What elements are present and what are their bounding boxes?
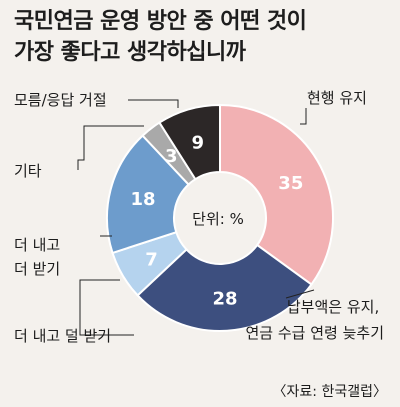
slice-label-more-less: 더 내고 덜 받기	[14, 327, 111, 345]
slice-label-more-more-line-2: 더 받기	[14, 260, 60, 278]
leader-line-more-less	[79, 279, 134, 336]
leader-line-other	[77, 125, 144, 170]
slice-label-later-age-line-1: 납부액은 유지,	[287, 298, 379, 316]
leader-line-no-answer	[128, 99, 179, 108]
donut-slice-more-more	[106, 134, 190, 255]
slice-label-other-line-1: 기타	[14, 162, 42, 180]
leader-line-later-age	[285, 289, 315, 299]
slice-labels: 현행 유지 납부액은 유지, 연금 수급 연령 늦추기 더 내고 덜 받기 더 …	[14, 89, 384, 345]
slice-label-later-age: 납부액은 유지, 연금 수급 연령 늦추기	[245, 298, 384, 342]
slice-value-more-less: 7	[145, 249, 158, 270]
slice-label-later-age-line-2: 연금 수급 연령 늦추기	[245, 324, 384, 342]
donut-slice-status-quo	[219, 103, 334, 286]
slice-label-other: 기타	[14, 162, 42, 180]
slice-label-no-answer: 모름/응답 거절	[14, 91, 107, 109]
unit-label: 단위: %	[192, 210, 244, 228]
slice-label-more-less-line-1: 더 내고 덜 받기	[14, 327, 111, 345]
slice-label-no-answer-line-1: 모름/응답 거절	[14, 91, 107, 109]
slice-value-no-answer: 9	[192, 133, 205, 154]
slice-label-status-quo: 현행 유지	[307, 89, 367, 107]
slice-label-more-more: 더 내고 더 받기	[14, 236, 65, 278]
slice-label-more-more-line-1: 더 내고	[14, 236, 60, 254]
donut-slice-no-answer	[158, 103, 221, 181]
slice-label-status-quo-line-1: 현행 유지	[307, 89, 367, 107]
leader-lines	[77, 99, 315, 336]
source-note: 〈자료: 한국갤럽〉	[273, 384, 387, 400]
slice-value-more-more: 18	[130, 189, 155, 210]
slice-value-other: 3	[165, 146, 178, 167]
slice-values: 35 28 7 18 39	[130, 133, 303, 310]
title-line-2: 가장 좋다고 생각하십니까	[14, 40, 246, 65]
donut-slice-later-age	[136, 243, 313, 332]
slice-value-status-quo: 35	[278, 173, 303, 194]
donut-slices	[106, 103, 334, 332]
title-line-1: 국민연금 운영 방안 중 어떤 것이	[14, 9, 307, 34]
slice-value-later-age: 28	[212, 288, 237, 309]
leader-line-status-quo	[300, 108, 307, 125]
chart-title: 국민연금 운영 방안 중 어떤 것이 가장 좋다고 생각하십니까	[14, 6, 307, 68]
